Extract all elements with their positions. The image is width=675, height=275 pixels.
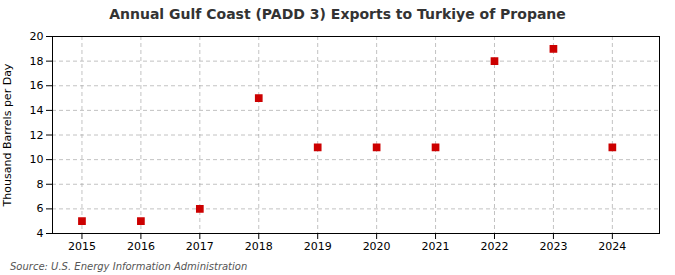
svg-text:10: 10 — [30, 153, 44, 166]
svg-text:20: 20 — [30, 30, 44, 43]
html-text:Source: U.S. Energy Informatio: Source: U.S. Energy Information Administ… — [10, 261, 248, 272]
svg-text:2023: 2023 — [539, 240, 567, 253]
svg-text:2018: 2018 — [245, 240, 273, 253]
svg-text:Thousand Barrels per Day: Thousand Barrels per Day — [1, 63, 14, 207]
svg-text:2016: 2016 — [127, 240, 155, 253]
svg-text:2021: 2021 — [422, 240, 450, 253]
html-text:Annual Gulf Coast (PADD 3) Exp: Annual Gulf Coast (PADD 3) Exports to Tu… — [109, 6, 566, 22]
svg-text:18: 18 — [30, 55, 44, 68]
svg-text:8: 8 — [37, 178, 44, 191]
svg-text:2024: 2024 — [598, 240, 626, 253]
svg-text:2019: 2019 — [304, 240, 332, 253]
svg-text:2022: 2022 — [480, 240, 508, 253]
svg-text:12: 12 — [30, 129, 44, 142]
svg-text:2015: 2015 — [68, 240, 96, 253]
svg-text:2017: 2017 — [186, 240, 214, 253]
svg-text:4: 4 — [37, 227, 44, 240]
svg-text:2020: 2020 — [363, 240, 391, 253]
svg-text:16: 16 — [30, 79, 44, 92]
svg-text:6: 6 — [37, 202, 44, 215]
svg-text:14: 14 — [30, 104, 44, 117]
